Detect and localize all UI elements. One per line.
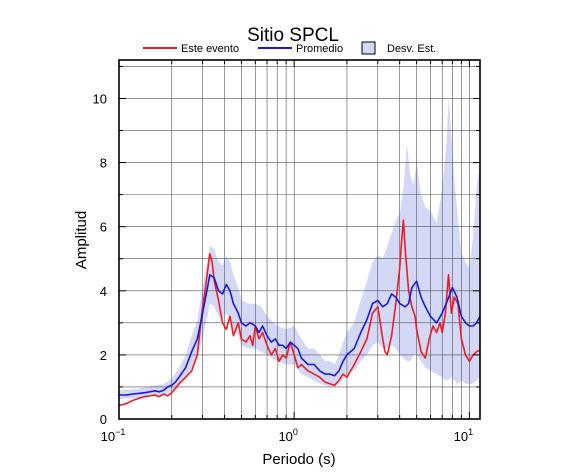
x-tick-label: 100	[278, 427, 297, 444]
legend: Este evento Promedio Desv. Est.	[143, 41, 436, 55]
legend-label: Desv. Est.	[387, 43, 436, 55]
legend-swatch	[361, 41, 376, 55]
legend-label: Este evento	[181, 43, 239, 55]
legend-label: Promedio	[296, 43, 343, 55]
std-dev-band-layer	[119, 98, 480, 400]
std-dev-band	[119, 98, 480, 400]
chart-title: Sitio SPCL	[247, 25, 339, 46]
y-tick-label: 8	[100, 156, 107, 171]
y-axis-label: Amplitud	[73, 211, 90, 269]
y-tick-label: 4	[100, 284, 107, 299]
x-tick-label: 101	[454, 427, 473, 444]
y-tick-label: 0	[100, 412, 107, 427]
plot-area: 0 2 4 6 8 10 10−1 100 101	[93, 59, 481, 444]
tick-layer: 0 2 4 6 8 10 10−1 100 101	[93, 60, 480, 444]
x-axis-label: Periodo (s)	[262, 451, 335, 468]
y-tick-label: 10	[93, 91, 107, 106]
grid-layer	[119, 60, 480, 419]
x-tick-label: 10−1	[101, 427, 126, 444]
y-tick-label: 2	[100, 348, 107, 363]
plot-frame	[118, 59, 481, 420]
series-line-este-evento	[118, 219, 481, 407]
series-layer	[118, 219, 481, 407]
series-line-promedio	[119, 273, 481, 396]
y-tick-label: 6	[100, 220, 107, 235]
